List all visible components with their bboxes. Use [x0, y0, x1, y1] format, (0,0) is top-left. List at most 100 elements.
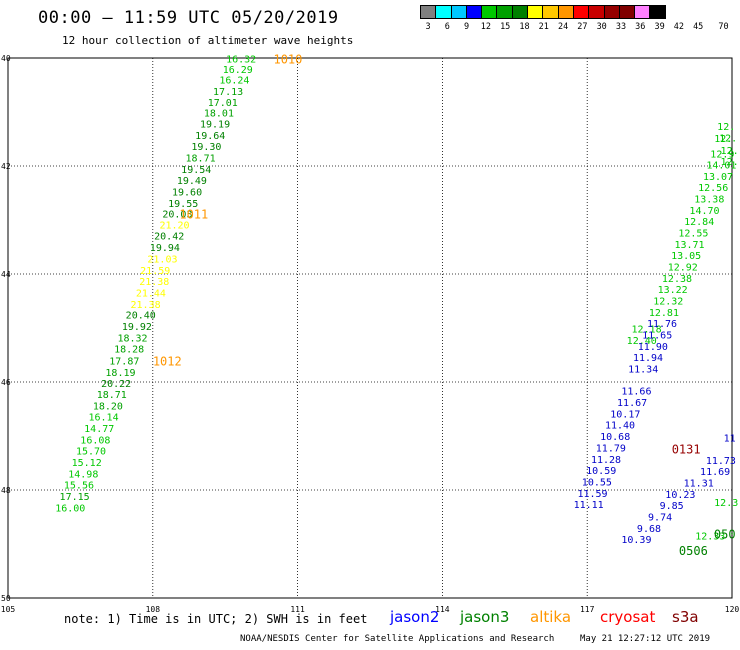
wave-height-point: 11.76	[647, 319, 677, 330]
wave-height-point: 17.01	[208, 98, 238, 109]
legend-item-jason3: jason3	[460, 608, 510, 626]
wave-height-point: 16.14	[89, 413, 119, 424]
pass-time-label: 1011	[179, 208, 208, 222]
wave-height-point: 21.20	[159, 220, 189, 231]
wave-height-point: 12.9	[710, 150, 734, 161]
color-scale-label: 15	[500, 22, 511, 32]
wave-height-point: 17.13	[213, 87, 243, 98]
wave-height-point: 21.44	[136, 288, 166, 299]
wave-height-point: 11.11	[574, 500, 604, 511]
wave-height-point: 10.68	[600, 432, 630, 443]
color-scale-label: 12	[480, 22, 492, 32]
plot-frame	[7, 57, 733, 599]
color-scale-label: 24	[557, 22, 569, 32]
wave-height-point: 10.55	[582, 477, 612, 488]
wave-height-point: 12.3	[714, 498, 738, 509]
wave-height-point: 11.28	[591, 455, 621, 466]
wave-height-point: 18.71	[186, 153, 216, 164]
wave-height-point: 19.94	[150, 243, 180, 254]
timestamp-text: May 21 12:27:12 UTC 2019	[580, 634, 711, 644]
legend-item-s3a: s3a	[672, 608, 699, 626]
wave-height-point: 19.60	[172, 187, 202, 198]
color-scale-label: 39	[654, 22, 665, 32]
wave-height-point: 12.32	[653, 297, 683, 308]
wave-height-point: 18.71	[97, 390, 127, 401]
wave-height-point: 14.01	[706, 160, 736, 171]
wave-height-point: 14.98	[68, 469, 98, 480]
pass-time-label: 0506	[679, 544, 708, 558]
wave-height-point: 12.	[719, 133, 737, 144]
wave-height-point: 18.20	[93, 401, 123, 412]
x-tick-label: 117	[580, 605, 595, 614]
wave-height-point: 20.03	[162, 210, 192, 221]
wave-height-point: 11.34	[628, 365, 658, 376]
color-scale-label: 33	[615, 22, 627, 32]
wave-height-point: 16.00	[55, 503, 85, 514]
wave-height-point: 12.18	[632, 325, 662, 336]
wave-height-point: 12.	[714, 134, 732, 145]
wave-height-point: 14.70	[689, 206, 719, 217]
wave-height-point: 11.67	[617, 398, 647, 409]
wave-height-point: 19.92	[122, 322, 152, 333]
wave-height-point: 15.70	[76, 447, 106, 458]
wave-height-point: 21.59	[140, 266, 170, 277]
wave-height-point: 12.84	[684, 217, 714, 228]
wave-height-point: 12.56	[698, 183, 728, 194]
y-tick-label: 44	[1, 270, 11, 279]
page-title: 00:00 – 11:59 UTC 05/20/2019	[38, 8, 339, 28]
color-scale-label: 6	[444, 22, 450, 32]
wave-height-point: 11.65	[642, 331, 672, 342]
color-scale-label: 30	[596, 22, 607, 32]
wave-height-point: 17.87	[109, 356, 139, 367]
wave-height-point: 12.81	[649, 308, 679, 319]
legend-item-jason2: jason2	[390, 608, 440, 626]
wave-height-point: 11.31	[684, 479, 714, 490]
note-text: note: 1) Time is in UTC; 2) SWH is in fe…	[64, 612, 368, 626]
wave-height-point: 15.56	[64, 481, 94, 492]
wave-height-point: 11.59	[577, 489, 607, 500]
color-scale-label: 45	[693, 22, 704, 32]
wave-height-point: 11	[724, 434, 736, 445]
color-scale-label: 18	[519, 22, 530, 32]
wave-height-point: 11.94	[633, 353, 663, 364]
color-scale-swatch	[649, 5, 666, 19]
wave-height-point: 13.71	[674, 240, 704, 251]
y-tick-label: 40	[1, 54, 11, 63]
wave-height-point: 11.40	[605, 421, 635, 432]
wave-height-point: 10.59	[586, 466, 616, 477]
wave-height-point: 12.40	[627, 336, 657, 347]
wave-height-point: 16.24	[219, 76, 249, 87]
wave-height-point: 20.42	[154, 232, 184, 243]
wave-height-point: 16.08	[80, 435, 110, 446]
x-tick-label: 105	[1, 605, 16, 614]
color-scale-label: 70	[718, 22, 729, 32]
wave-height-point: 10.39	[621, 535, 651, 546]
color-scale-label: 36	[635, 22, 646, 32]
x-tick-label: 111	[290, 605, 305, 614]
color-scale-label: 21	[538, 22, 549, 32]
wave-height-point: 18.28	[114, 345, 144, 356]
wave-height-point: 19.64	[195, 131, 225, 142]
wave-height-point: 19.49	[177, 176, 207, 187]
y-tick-label: 48	[1, 486, 11, 495]
x-tick-label: 120	[725, 605, 740, 614]
wave-height-point: 12.38	[662, 274, 692, 285]
wave-height-point: 13.38	[694, 194, 724, 205]
wave-height-point: 16.32	[226, 55, 256, 66]
wave-height-point: 12.	[717, 122, 735, 133]
color-scale-label: 42	[673, 22, 685, 32]
x-tick-label: 108	[146, 605, 161, 614]
pass-time-label: 050	[714, 527, 736, 541]
wave-height-point: 11.73	[706, 456, 736, 467]
wave-height-point: 11.79	[596, 443, 626, 454]
wave-height-point: 18.32	[117, 333, 147, 344]
y-tick-label: 50	[1, 594, 11, 603]
wave-height-point: 9.85	[660, 501, 684, 512]
color-scale-label: 27	[577, 22, 588, 32]
wave-height-point: 17.15	[60, 492, 90, 503]
wave-height-point: 19.30	[191, 142, 221, 153]
pass-time-label: 1010	[273, 53, 302, 67]
wave-height-point: 10.17	[610, 409, 640, 420]
